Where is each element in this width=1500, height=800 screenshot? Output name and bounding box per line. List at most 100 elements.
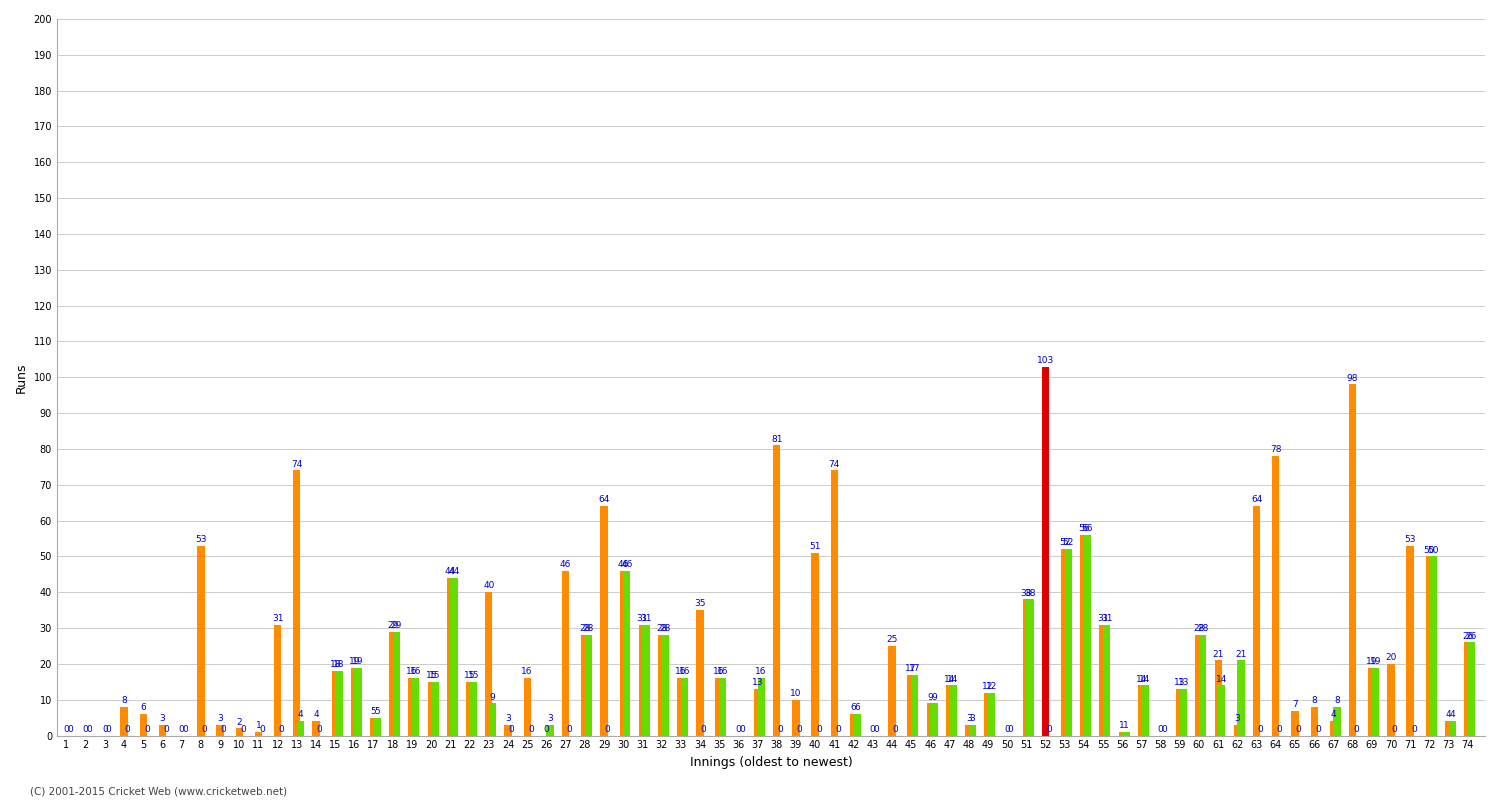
Text: 3: 3 (1234, 714, 1240, 723)
Text: 0: 0 (87, 725, 92, 734)
Text: 21: 21 (1212, 650, 1224, 658)
Text: 26: 26 (1462, 632, 1473, 641)
Text: 0: 0 (105, 725, 111, 734)
Text: 46: 46 (618, 560, 628, 569)
Text: 25: 25 (886, 635, 897, 644)
Text: 0: 0 (164, 725, 170, 734)
Bar (585, 635, 592, 735)
Bar (140, 714, 147, 735)
Bar (696, 610, 703, 735)
Text: 1: 1 (255, 722, 261, 730)
Bar (489, 703, 496, 735)
Text: 12: 12 (982, 682, 993, 690)
Bar (1122, 732, 1130, 735)
Text: 28: 28 (660, 625, 670, 634)
Bar (216, 725, 223, 735)
Bar (718, 678, 726, 735)
Text: 8: 8 (1311, 696, 1317, 705)
Bar (351, 667, 358, 735)
Bar (1060, 550, 1068, 735)
Text: 64: 64 (1251, 495, 1263, 505)
Text: 29: 29 (392, 621, 402, 630)
Text: 44: 44 (448, 567, 459, 576)
Bar (964, 725, 972, 735)
Text: 6: 6 (855, 703, 859, 712)
Text: 35: 35 (694, 599, 705, 608)
Text: 52: 52 (1062, 538, 1074, 547)
Text: 38: 38 (1020, 589, 1032, 598)
Text: 50: 50 (1424, 546, 1436, 554)
Bar (470, 682, 477, 735)
Bar (408, 678, 416, 735)
Text: 0: 0 (567, 725, 572, 734)
Text: 16: 16 (675, 667, 687, 677)
Bar (1215, 660, 1222, 735)
Text: 28: 28 (656, 625, 668, 634)
Text: 40: 40 (483, 582, 495, 590)
Bar (1425, 557, 1432, 735)
Text: 14: 14 (948, 674, 958, 684)
Bar (334, 671, 342, 735)
Bar (988, 693, 994, 735)
Text: 0: 0 (220, 725, 226, 734)
Text: 9: 9 (927, 693, 933, 702)
Bar (1023, 599, 1031, 735)
Bar (430, 682, 438, 735)
Text: 0: 0 (700, 725, 706, 734)
Bar (1368, 667, 1376, 735)
Text: 46: 46 (560, 560, 572, 569)
Bar (1272, 456, 1280, 735)
Bar (450, 578, 458, 735)
Bar (772, 446, 780, 735)
Text: 0: 0 (1008, 725, 1014, 734)
Bar (1464, 642, 1472, 735)
Text: 0: 0 (1046, 725, 1052, 734)
Text: 15: 15 (464, 671, 476, 680)
Text: 4: 4 (1449, 710, 1455, 719)
Text: 52: 52 (1059, 538, 1071, 547)
Bar (466, 682, 472, 735)
Text: 78: 78 (1270, 446, 1281, 454)
Bar (196, 546, 204, 735)
Text: 0: 0 (1392, 725, 1398, 734)
Text: 0: 0 (740, 725, 746, 734)
Text: 0: 0 (260, 725, 266, 734)
Text: 0: 0 (183, 725, 188, 734)
Text: 0: 0 (543, 725, 549, 734)
Text: 74: 74 (291, 460, 303, 469)
Text: 28: 28 (579, 625, 591, 634)
Text: 14: 14 (1136, 674, 1148, 684)
Text: 17: 17 (906, 664, 916, 673)
Bar (1430, 557, 1437, 735)
Text: 7: 7 (1292, 700, 1298, 709)
Text: 0: 0 (528, 725, 534, 734)
Text: 0: 0 (124, 725, 130, 734)
Bar (292, 470, 300, 735)
Text: 15: 15 (468, 671, 478, 680)
Bar (1196, 635, 1203, 735)
Text: 1: 1 (1124, 722, 1128, 730)
Text: 0: 0 (604, 725, 610, 734)
Text: 28: 28 (1197, 625, 1209, 634)
Text: 4: 4 (314, 710, 320, 719)
Bar (1311, 707, 1318, 735)
Bar (370, 718, 378, 735)
Text: 51: 51 (810, 542, 820, 551)
Bar (1198, 635, 1206, 735)
Text: 44: 44 (446, 567, 456, 576)
Text: 0: 0 (1316, 725, 1320, 734)
Text: 16: 16 (717, 667, 729, 677)
Text: 31: 31 (1098, 614, 1108, 622)
Text: 64: 64 (598, 495, 609, 505)
Text: 0: 0 (1257, 725, 1263, 734)
Text: 3: 3 (217, 714, 223, 723)
Bar (1449, 722, 1456, 735)
Bar (946, 686, 952, 735)
Bar (332, 671, 339, 735)
Bar (1100, 625, 1107, 735)
Bar (1238, 660, 1245, 735)
Bar (413, 678, 420, 735)
Text: 0: 0 (836, 725, 842, 734)
Bar (388, 632, 396, 735)
Text: 28: 28 (1194, 625, 1204, 634)
